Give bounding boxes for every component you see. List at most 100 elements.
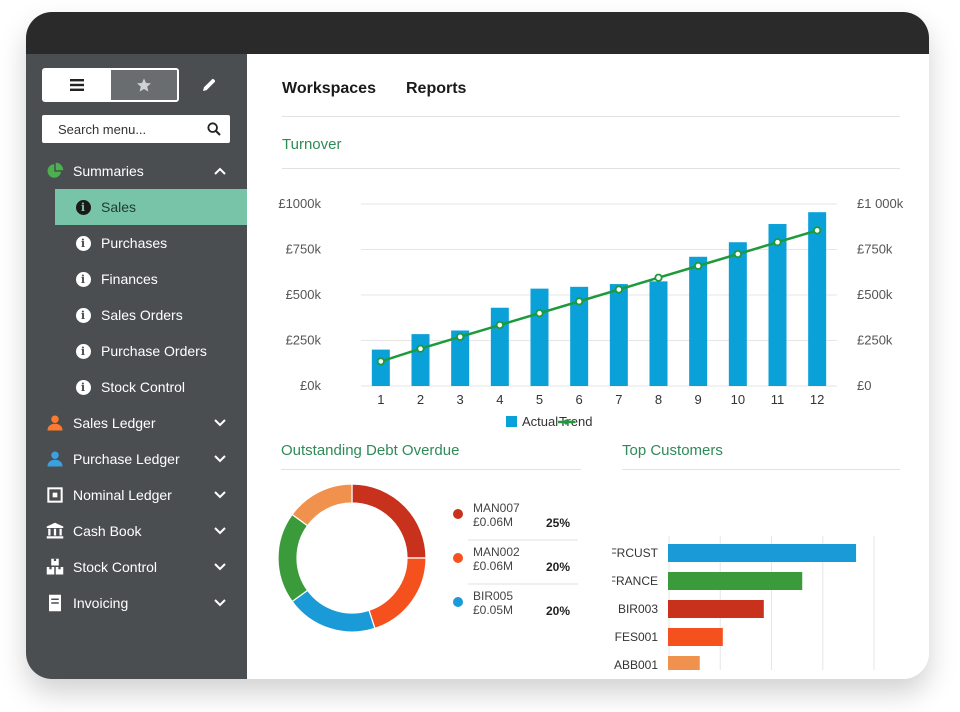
sidebar-item-label: Sales Ledger bbox=[73, 415, 156, 431]
legend-name: BIR005 bbox=[473, 589, 513, 603]
y-tick-label-right: £0 bbox=[857, 378, 871, 393]
bar bbox=[609, 284, 628, 386]
legend-amount: £0.06M bbox=[473, 515, 513, 529]
bar bbox=[689, 256, 708, 386]
x-tick-label: 10 bbox=[731, 392, 745, 407]
person-icon bbox=[46, 414, 64, 432]
chevron-down-icon[interactable] bbox=[213, 524, 227, 538]
hamburger-icon bbox=[70, 79, 85, 91]
sidebar-item-10[interactable]: Cash Book bbox=[26, 513, 247, 549]
y-tick-label-left: £1000k bbox=[278, 196, 321, 211]
trend-line bbox=[380, 229, 818, 363]
pencil-icon[interactable] bbox=[200, 76, 218, 94]
x-tick-label: 8 bbox=[655, 392, 662, 407]
app-window: SummariesiSalesiPurchasesiFinancesiSales… bbox=[26, 12, 929, 679]
chevron-down-icon[interactable] bbox=[213, 452, 227, 466]
pie-icon bbox=[46, 162, 64, 180]
chevron-down-icon[interactable] bbox=[213, 560, 227, 574]
bank-icon bbox=[46, 522, 64, 540]
sidebar-item-9[interactable]: Nominal Ledger bbox=[26, 477, 247, 513]
donut-slice bbox=[368, 557, 427, 630]
bar bbox=[411, 334, 430, 386]
sidebar-item-0[interactable]: Summaries bbox=[26, 153, 247, 189]
customer-bar bbox=[668, 628, 723, 646]
trend-point bbox=[773, 238, 782, 247]
chevron-down-icon[interactable] bbox=[213, 596, 227, 610]
search-icon[interactable] bbox=[206, 121, 222, 137]
sidebar-item-label: Sales bbox=[101, 199, 137, 215]
sidebar-item-3[interactable]: i Finances bbox=[26, 261, 247, 297]
info-icon: i bbox=[74, 234, 92, 252]
donut-slice bbox=[277, 513, 309, 603]
debt-title: Outstanding Debt Overdue bbox=[281, 442, 460, 459]
sidebar-item-7[interactable]: Sales Ledger bbox=[26, 405, 247, 441]
customer-label: FES001 bbox=[615, 630, 659, 644]
sidebar-item-11[interactable]: Stock Control bbox=[26, 549, 247, 585]
sidebar-item-12[interactable]: Invoicing bbox=[26, 585, 247, 621]
chevron-up-icon[interactable] bbox=[213, 164, 227, 178]
legend-trend-marker bbox=[563, 419, 570, 425]
info-icon: i bbox=[74, 270, 92, 288]
y-tick-label-left: £750k bbox=[286, 242, 322, 257]
top-tabs: Workspaces Reports bbox=[282, 80, 466, 98]
x-tick-label: 4 bbox=[496, 392, 503, 407]
sidebar-item-label: Summaries bbox=[73, 163, 144, 179]
bar bbox=[490, 307, 509, 386]
tab-reports[interactable]: Reports bbox=[405, 80, 467, 97]
sidebar-item-5[interactable]: i Purchase Orders bbox=[26, 333, 247, 369]
divider bbox=[281, 469, 581, 470]
customer-label: FRCUST bbox=[612, 546, 659, 560]
donut-slice bbox=[291, 589, 376, 633]
customer-label: BIR003 bbox=[618, 602, 658, 616]
sidebar: SummariesiSalesiPurchasesiFinancesiSales… bbox=[26, 54, 247, 679]
search-box bbox=[42, 115, 230, 143]
sidebar-item-6[interactable]: i Stock Control bbox=[26, 369, 247, 405]
y-tick-label-right: £500k bbox=[857, 287, 893, 302]
trend-point bbox=[535, 309, 544, 318]
info-icon: i bbox=[74, 306, 92, 324]
bar bbox=[808, 212, 827, 386]
y-tick-label-right: £750k bbox=[857, 242, 893, 257]
view-toggle bbox=[42, 68, 179, 102]
chevron-down-icon[interactable] bbox=[213, 488, 227, 502]
bar bbox=[768, 224, 787, 386]
search-input[interactable] bbox=[58, 121, 206, 137]
legend-percent: 20% bbox=[546, 604, 570, 618]
customers-chart: £0k£10k£20k£30k£40kFRCUSTFRANCEBIR003FES… bbox=[612, 536, 875, 670]
trend-point bbox=[614, 285, 623, 294]
customer-label: FRANCE bbox=[612, 574, 658, 588]
tab-workspaces[interactable]: Workspaces bbox=[282, 80, 376, 97]
x-tick-label: 7 bbox=[615, 392, 622, 407]
divider bbox=[282, 168, 900, 169]
info-icon: i bbox=[74, 342, 92, 360]
sidebar-item-label: Sales Orders bbox=[101, 307, 183, 323]
sidebar-item-label: Stock Control bbox=[101, 379, 186, 395]
x-tick-label: 5 bbox=[536, 392, 543, 407]
donut-slice bbox=[291, 483, 353, 527]
favourites-view-button[interactable] bbox=[110, 70, 177, 100]
sidebar-item-8[interactable]: Purchase Ledger bbox=[26, 441, 247, 477]
sidebar-item-label: Nominal Ledger bbox=[73, 487, 172, 503]
sidebar-item-4[interactable]: i Sales Orders bbox=[26, 297, 247, 333]
legend-actual-swatch bbox=[506, 416, 517, 427]
x-tick-label: 12 bbox=[810, 392, 824, 407]
sidebar-item-1[interactable]: i Sales bbox=[55, 189, 247, 225]
y-tick-label-left: £250k bbox=[286, 333, 322, 348]
x-tick-label: 6 bbox=[576, 392, 583, 407]
document-icon bbox=[46, 594, 64, 612]
y-tick-label-right: £250k bbox=[857, 333, 893, 348]
debt-chart: MAN007£0.06M 25%MAN002£0.06M 20%BIR005£0.0… bbox=[277, 483, 578, 633]
sidebar-item-label: Stock Control bbox=[73, 559, 158, 575]
trend-point bbox=[495, 320, 504, 330]
chevron-down-icon[interactable] bbox=[213, 416, 227, 430]
y-tick-label-left: £500k bbox=[286, 287, 322, 302]
star-icon bbox=[136, 78, 151, 92]
customer-bar bbox=[668, 600, 764, 618]
boxes-icon bbox=[46, 558, 64, 576]
legend-amount: £0.06M bbox=[473, 559, 513, 573]
menu-view-button[interactable] bbox=[44, 70, 111, 100]
legend-trend-label: Trend bbox=[559, 414, 592, 428]
divider bbox=[282, 116, 900, 117]
sidebar-item-2[interactable]: i Purchases bbox=[26, 225, 247, 261]
turnover-chart: £0k £0 £250k £250k £500k £500k £750k £750k £1000… bbox=[278, 196, 903, 428]
